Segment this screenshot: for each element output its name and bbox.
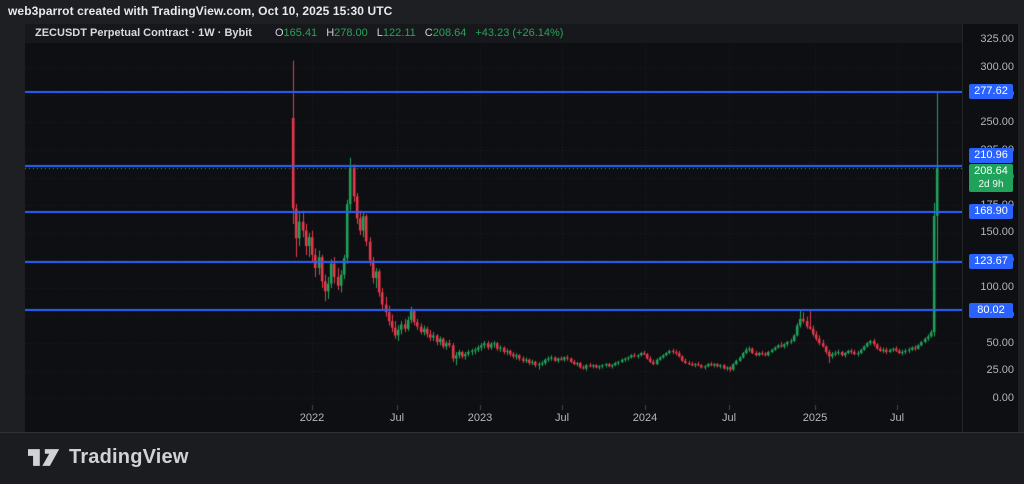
legend-bar: ZECUSDT Perpetual Contract · 1W · Bybit O… — [25, 24, 962, 43]
last-price-value: 208.64 — [974, 165, 1008, 178]
price-tick-label: 150.00 — [980, 226, 1014, 239]
time-tick-label: 2022 — [299, 412, 325, 424]
ohlc-label: L — [376, 27, 383, 39]
ohlc-label: H — [326, 27, 335, 39]
time-tick-label: Jul — [389, 412, 405, 424]
price-tick-label: 0.00 — [992, 391, 1014, 404]
time-tick-label: 2025 — [802, 412, 828, 424]
time-tick-label: 2024 — [632, 412, 658, 424]
price-tick-label: 300.00 — [980, 60, 1014, 73]
ohlc-label: C — [424, 27, 433, 39]
tradingview-logo-icon — [28, 449, 60, 466]
time-tick-label: 2023 — [467, 412, 493, 424]
ohlc-values: O165.41 H278.00 L122.11 C208.64 +43.23 (+26.… — [266, 27, 563, 39]
ohlc-value: 165.41 — [283, 27, 318, 39]
last-price-badge: 208.64 2d 9h — [969, 164, 1013, 193]
price-axis-separator — [962, 24, 963, 432]
candlestick-chart[interactable] — [25, 24, 962, 432]
level-price-badge: 277.62 — [969, 84, 1013, 100]
level-price-badge: 168.90 — [969, 204, 1013, 220]
chart-panel: ZECUSDT Perpetual Contract · 1W · Bybit O… — [25, 24, 1018, 432]
tradingview-logo-text: TradingView — [69, 446, 189, 468]
ohlc-label: O — [274, 27, 284, 39]
watermark-bar: web3parrot created with TradingView.com,… — [0, 0, 1024, 24]
change-value: +43.23 (+26.14%) — [475, 27, 564, 39]
ohlc-value: 122.11 — [382, 27, 416, 39]
time-tick-label: Jul — [554, 412, 570, 424]
price-tick-label: 250.00 — [980, 115, 1014, 128]
price-axis[interactable]: 0.0025.0050.0075.00100.00125.00150.00175… — [962, 24, 1018, 432]
price-tick-label: 50.00 — [986, 336, 1014, 349]
footer-bar: TradingView — [0, 432, 1024, 484]
time-axis[interactable]: 2022 Jul 2023 Jul 2024 Jul 2025 Jul — [25, 409, 962, 432]
time-tick-label: Jul — [721, 412, 737, 424]
watermark-text: web3parrot created with TradingView.com,… — [8, 4, 393, 18]
level-price-badge: 210.96 — [969, 148, 1013, 164]
price-tick-label: 100.00 — [980, 281, 1014, 294]
level-price-badge: 80.02 — [969, 302, 1013, 318]
bar-countdown: 2d 9h — [978, 179, 1004, 191]
ohlc-value: 208.64 — [432, 27, 467, 39]
price-tick-label: 25.00 — [986, 364, 1014, 377]
level-price-badge: 123.67 — [969, 254, 1013, 270]
price-tick-label: 325.00 — [980, 33, 1014, 46]
ohlc-value: 278.00 — [334, 27, 368, 39]
symbol-title[interactable]: ZECUSDT Perpetual Contract · 1W · Bybit — [35, 27, 252, 39]
time-tick-label: Jul — [889, 412, 905, 424]
tradingview-brand[interactable]: TradingView — [28, 446, 189, 469]
